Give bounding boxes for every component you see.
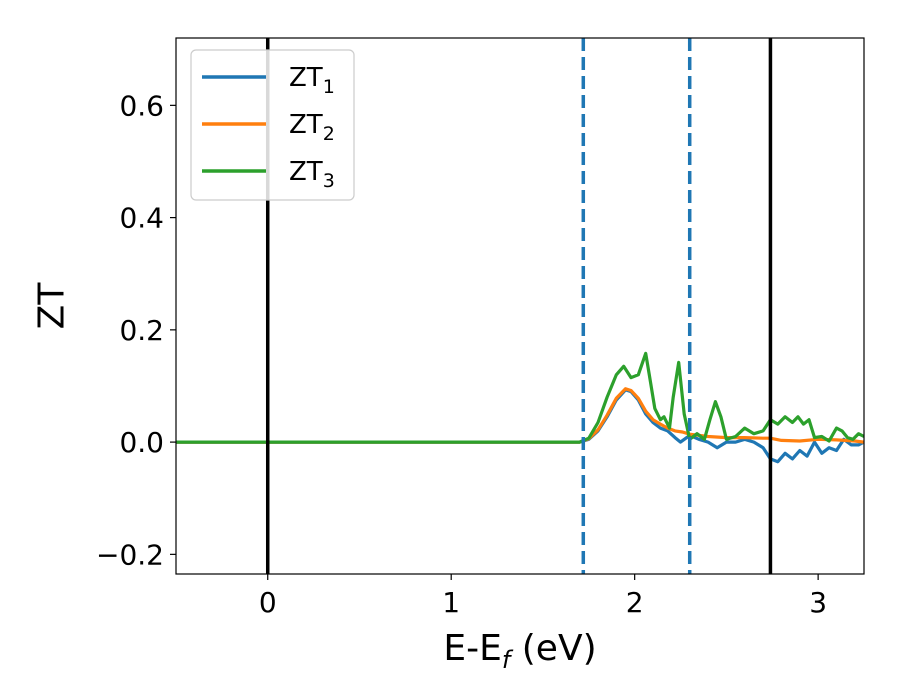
legend-label-zt3: ZT3 <box>289 157 335 192</box>
y-tick-label: 0.0 <box>119 426 164 459</box>
plot-frame <box>175 37 865 575</box>
y-tick-label: 0.4 <box>119 202 164 235</box>
legend-label-zt1: ZT1 <box>289 63 335 98</box>
series-line-zt1 <box>176 388 864 464</box>
y-tick-label: 0.6 <box>119 89 164 122</box>
y-axis-label: ZT <box>32 282 73 330</box>
y-tick-label: 0.2 <box>119 314 164 347</box>
x-axis-label-unit: (eV) <box>510 628 596 669</box>
x-tick-label: 1 <box>442 586 460 619</box>
x-axis-label: E-Ef (eV) <box>443 628 596 674</box>
x-tick-label: 2 <box>626 586 644 619</box>
x-tick-label: 0 <box>259 586 277 619</box>
series-line-zt3 <box>176 351 864 444</box>
x-tick-label: 3 <box>809 586 827 619</box>
series-line-zt2 <box>176 387 864 444</box>
legend-label-zt2: ZT2 <box>289 110 335 145</box>
legend: ZT1 ZT2 ZT3 <box>190 49 355 201</box>
legend-box <box>190 49 355 201</box>
y-tick-label: −0.2 <box>96 538 164 571</box>
axis-ticks: 0 1 2 3 −0.2 0.0 0.2 0.4 0.6 <box>96 89 827 619</box>
x-axis-label-main: E-E <box>443 628 501 669</box>
